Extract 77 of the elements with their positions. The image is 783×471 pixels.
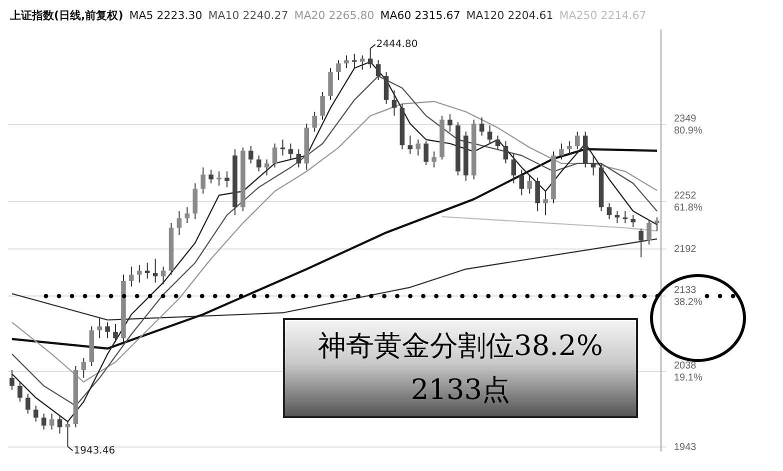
candlestick: [320, 91, 325, 120]
candlestick: [630, 214, 636, 228]
chart-title: 上证指数(日线,前复权): [10, 9, 124, 22]
candlestick: [503, 140, 508, 164]
candlestick: [312, 111, 317, 132]
candlestick: [392, 90, 397, 116]
candlestick: [26, 393, 30, 414]
candlestick: [479, 116, 484, 136]
candlestick: [574, 131, 580, 150]
candlestick: [296, 148, 302, 168]
candlestick: [352, 53, 357, 69]
candlestick: [280, 139, 286, 156]
candlestick: [384, 72, 389, 104]
text: MA250 2214.67: [559, 9, 646, 22]
candlestick: [511, 153, 516, 184]
y-tick-label: 1943: [674, 442, 697, 453]
candlestick: [344, 54, 349, 69]
candlestick: [487, 124, 492, 144]
candlestick: [622, 210, 628, 224]
candlestick: [288, 143, 294, 160]
ref-line-label: 神奇黄金分割位38.2% 2133点: [283, 318, 638, 418]
candlestick: [408, 135, 413, 154]
y-tick-label: 2192: [674, 244, 697, 255]
candlestick: [113, 323, 118, 343]
candlestick: [590, 155, 596, 176]
candlestick: [216, 170, 222, 186]
text: MA60 2315.67: [380, 9, 460, 22]
candlestick: [33, 405, 38, 422]
candlestick: [144, 262, 150, 280]
text: MA10 2240.27: [208, 9, 288, 22]
annotation: 2444.80: [376, 39, 418, 50]
candlestick: [336, 60, 341, 81]
candlestick: [416, 139, 421, 156]
text: MA120 2204.61: [466, 9, 554, 22]
candlestick: [432, 151, 436, 168]
candlestick: [543, 190, 548, 216]
candlestick: [224, 170, 230, 188]
candlestick: [535, 177, 540, 212]
candlestick: [606, 202, 612, 220]
candlestick: [184, 206, 190, 224]
candlestick: [272, 143, 278, 168]
candlestick: [256, 155, 262, 172]
candlestick: [105, 322, 110, 339]
candlestick: [160, 266, 166, 285]
candlestick: [57, 416, 62, 434]
candlestick: [567, 140, 572, 154]
candlestick: [264, 158, 270, 176]
y-tick-label: 2133 38.2%: [674, 284, 702, 308]
candlestick: [200, 166, 206, 194]
candlestick: [10, 369, 14, 390]
candlestick: [614, 210, 620, 224]
candlestick: [49, 413, 54, 430]
candlestick: [368, 48, 373, 69]
candlestick: [41, 413, 46, 430]
candlestick: [360, 54, 365, 70]
candlestick: [176, 210, 182, 236]
candlestick: [495, 135, 500, 150]
y-tick-label: 2038 19.1%: [674, 360, 702, 384]
y-tick-label: 2252 61.8%: [674, 190, 702, 214]
candlestick: [208, 169, 214, 184]
candlestick: [448, 114, 452, 132]
candlestick: [129, 266, 134, 288]
text: MA20 2265.80: [294, 9, 374, 22]
candlestick: [328, 68, 333, 100]
y-tick-label: 2349 80.9%: [674, 113, 702, 136]
annotation: 1943.46: [74, 445, 116, 456]
candlestick: [137, 264, 142, 284]
candlestick: [18, 381, 22, 402]
text: MA5 2223.30: [129, 9, 202, 22]
candlestick: [376, 60, 381, 81]
candlestick: [248, 145, 254, 164]
candlestick: [424, 140, 428, 166]
candlestick: [527, 174, 532, 194]
candlestick: [81, 358, 86, 378]
candlestick: [654, 216, 660, 232]
candlestick: [559, 143, 564, 160]
candlestick: [519, 169, 524, 196]
